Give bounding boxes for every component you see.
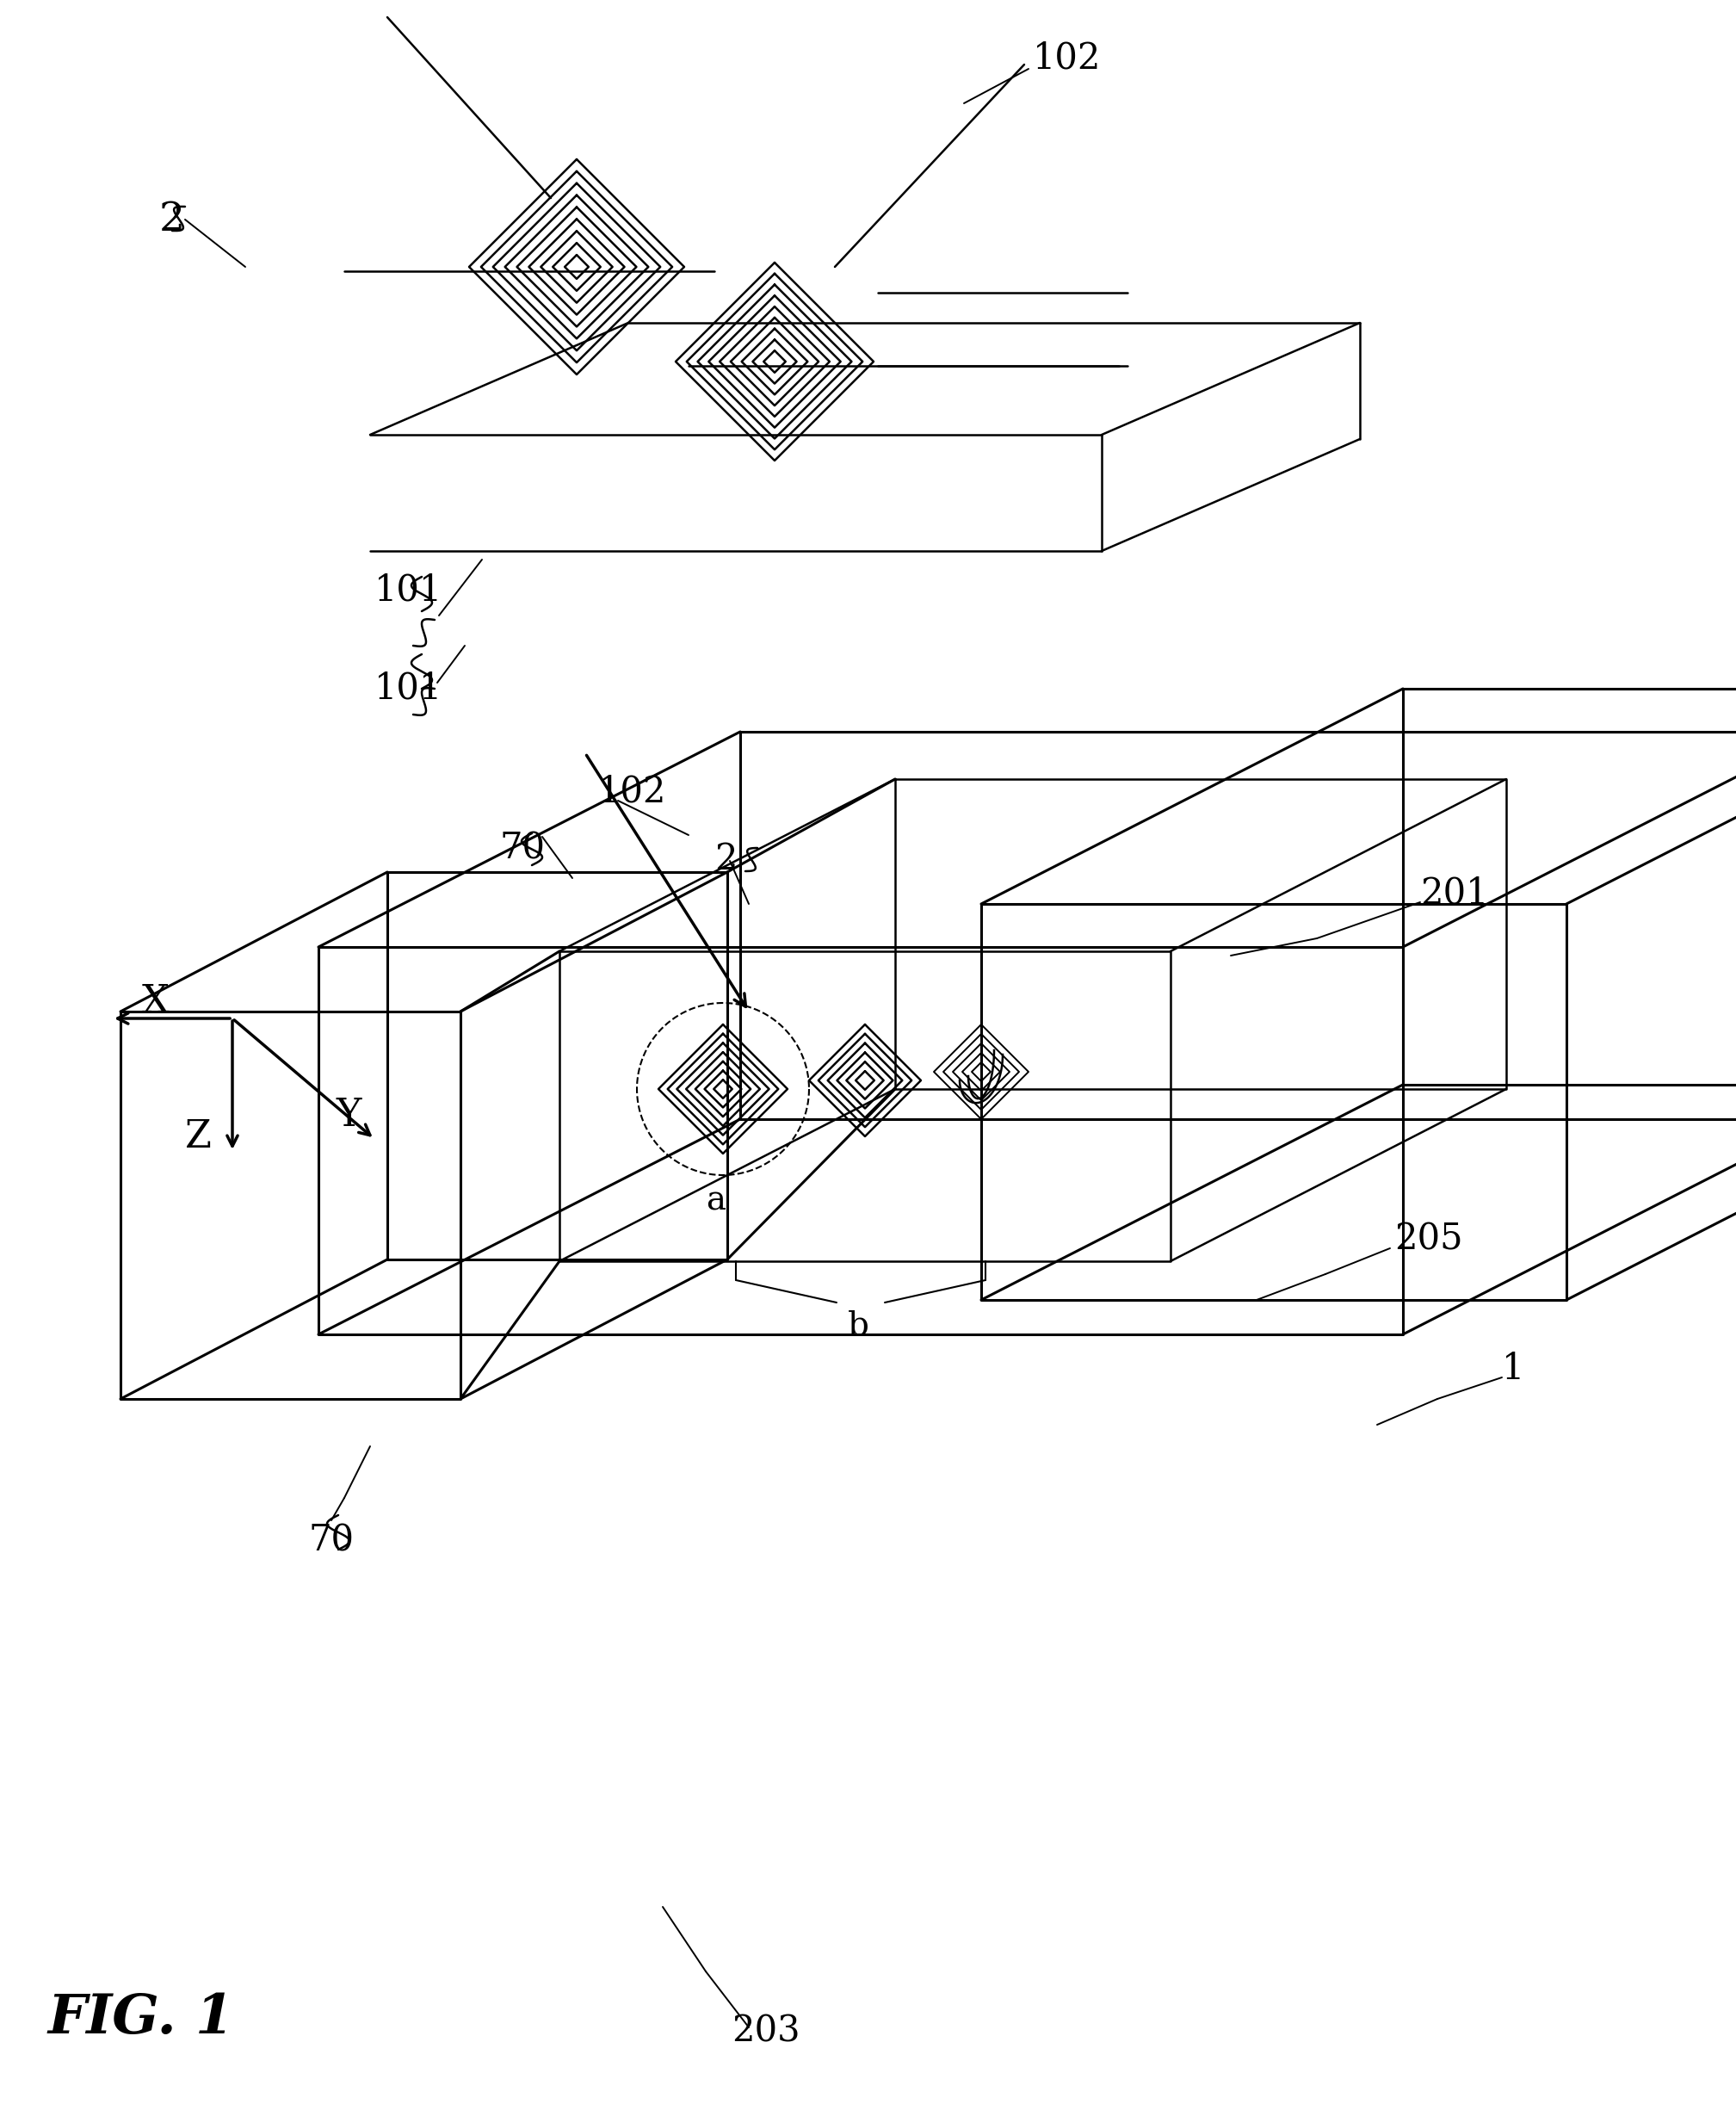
Text: 1: 1	[1502, 1351, 1524, 1387]
Text: 101: 101	[375, 572, 443, 608]
Text: Z: Z	[186, 1117, 212, 1155]
Text: X: X	[142, 983, 170, 1020]
Text: FIG. 1: FIG. 1	[47, 1992, 234, 2045]
Text: Y: Y	[335, 1096, 361, 1134]
Text: 2: 2	[715, 842, 738, 877]
Text: 102: 102	[1033, 40, 1101, 76]
Text: 101: 101	[375, 671, 443, 707]
Text: b: b	[847, 1311, 870, 1342]
Text: a: a	[707, 1185, 726, 1216]
Text: 70: 70	[500, 829, 545, 867]
Text: 2: 2	[160, 200, 186, 240]
Text: 70: 70	[307, 1523, 354, 1559]
Text: 102: 102	[599, 774, 667, 810]
Text: 201: 201	[1420, 875, 1488, 911]
Text: 205: 205	[1394, 1222, 1463, 1258]
Text: 203: 203	[731, 2014, 800, 2049]
